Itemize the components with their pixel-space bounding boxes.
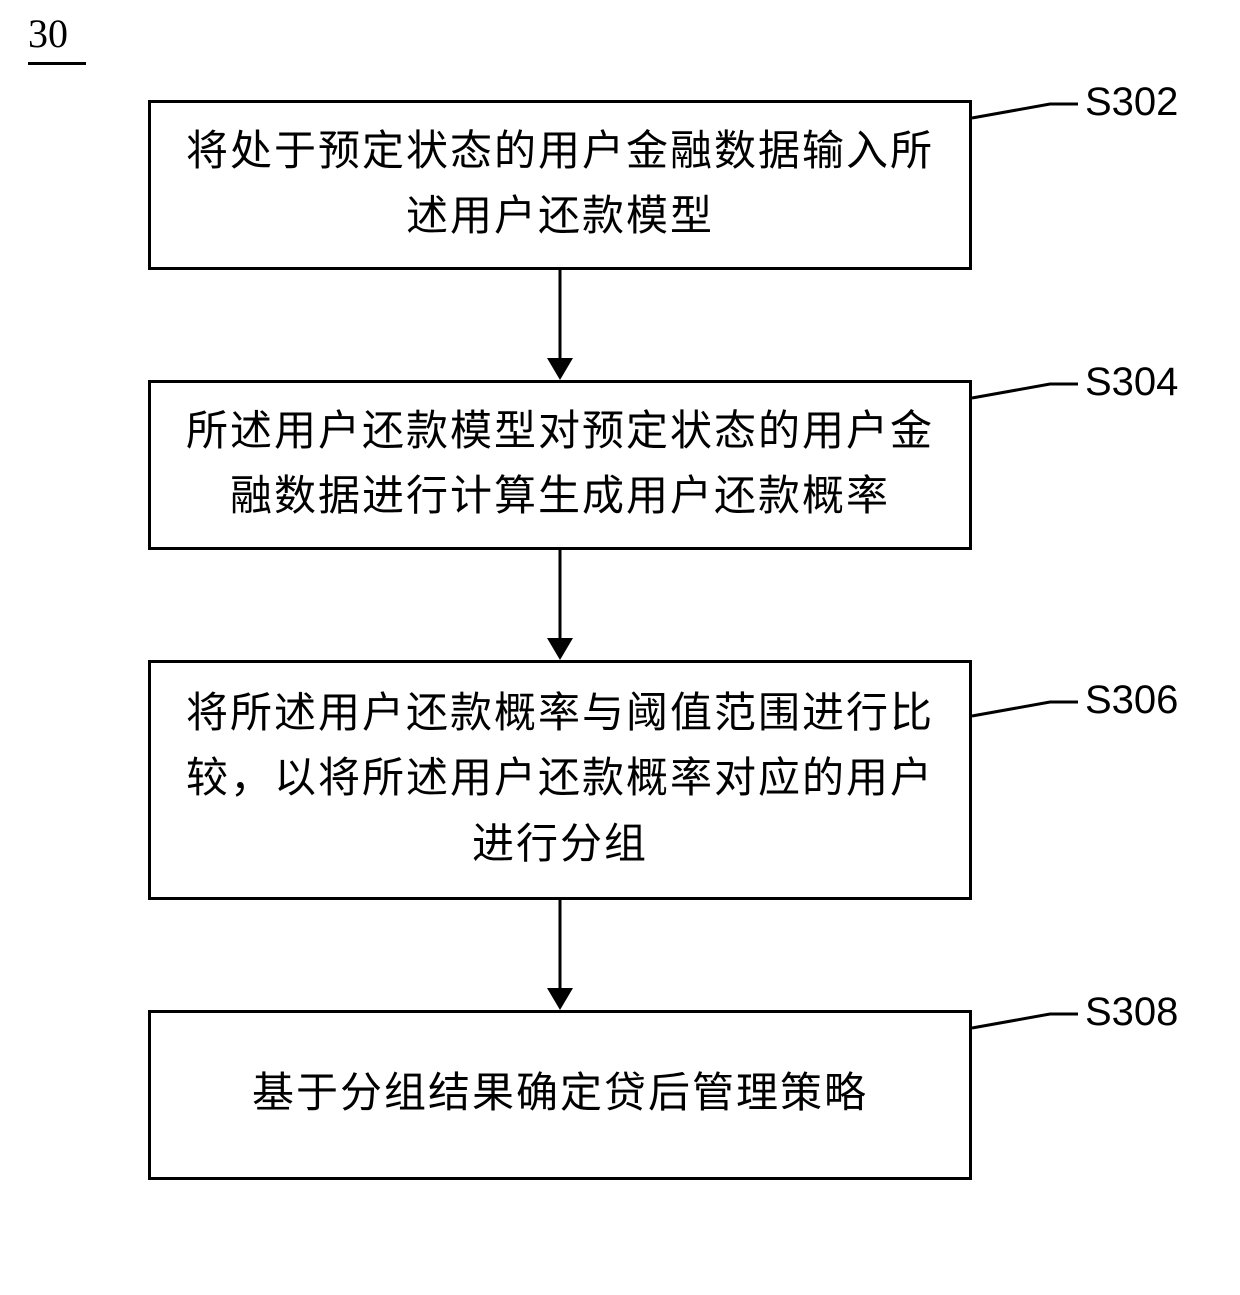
- flow-step-text: 所述用户还款模型对预定状态的用户金融数据进行计算生成用户还款概率: [181, 400, 939, 530]
- flow-step-id-label: S304: [1085, 360, 1178, 405]
- leader-line: [972, 104, 1078, 118]
- flow-step-text: 将处于预定状态的用户金融数据输入所述用户还款模型: [181, 120, 939, 250]
- flow-step-box: 将处于预定状态的用户金融数据输入所述用户还款模型: [148, 100, 972, 270]
- flow-arrow-head-icon: [547, 988, 573, 1010]
- figure-number-label: 30: [28, 10, 68, 57]
- leader-line: [972, 1014, 1078, 1028]
- flow-step-id-label: S306: [1085, 678, 1178, 723]
- flow-step-box: 将所述用户还款概率与阈值范围进行比较，以将所述用户还款概率对应的用户进行分组: [148, 660, 972, 900]
- flow-arrow-head-icon: [547, 358, 573, 380]
- figure-number-underline: [28, 62, 86, 65]
- leader-line: [972, 702, 1078, 716]
- flow-step-text: 将所述用户还款概率与阈值范围进行比较，以将所述用户还款概率对应的用户进行分组: [181, 682, 939, 877]
- flow-step-id-label: S308: [1085, 990, 1178, 1035]
- flow-arrow-head-icon: [547, 638, 573, 660]
- flow-step-box: 基于分组结果确定贷后管理策略: [148, 1010, 972, 1180]
- flow-step-id-label: S302: [1085, 80, 1178, 125]
- leader-line: [972, 384, 1078, 398]
- flow-step-box: 所述用户还款模型对预定状态的用户金融数据进行计算生成用户还款概率: [148, 380, 972, 550]
- flow-step-text: 基于分组结果确定贷后管理策略: [252, 1062, 868, 1127]
